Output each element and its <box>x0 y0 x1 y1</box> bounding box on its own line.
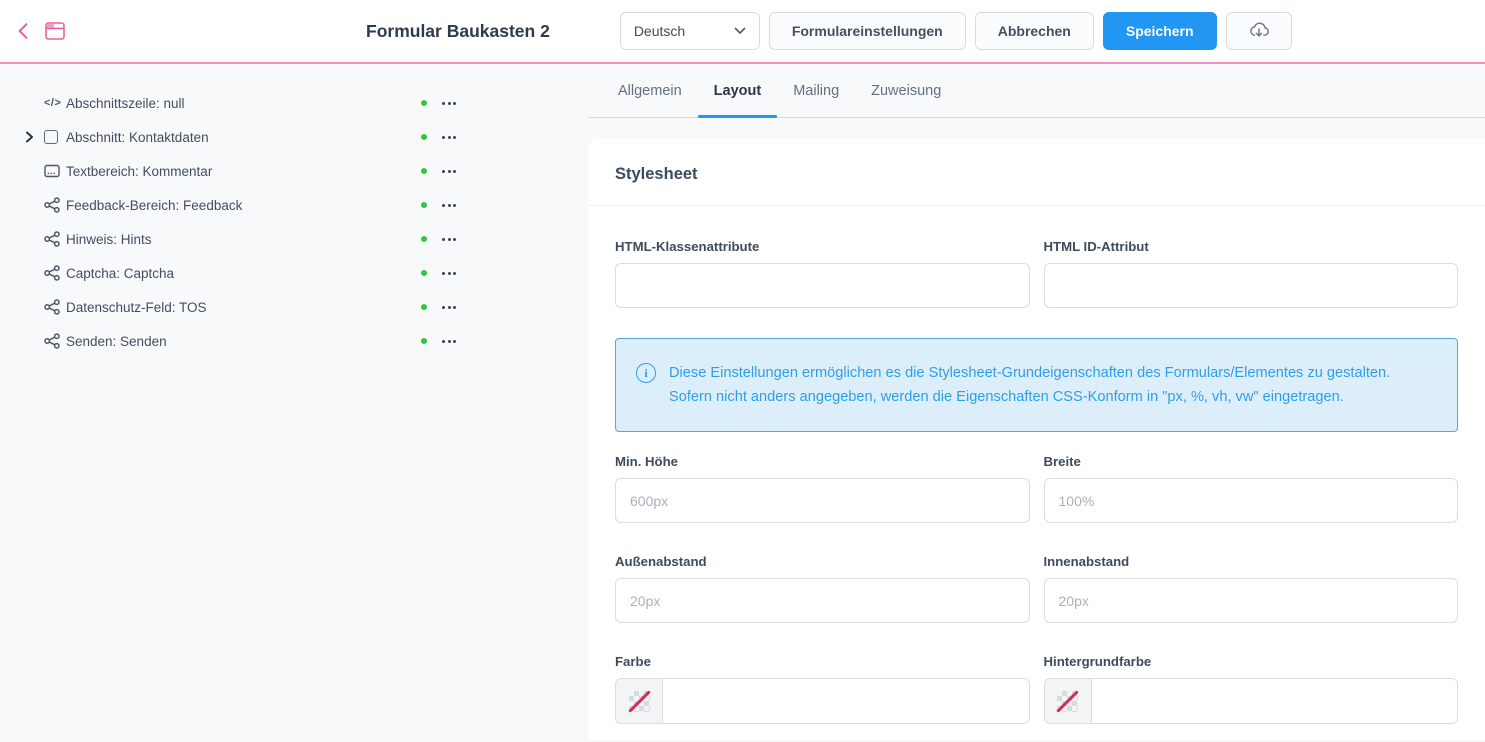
width-input[interactable] <box>1043 478 1458 523</box>
cancel-button[interactable]: Abbrechen <box>974 12 1094 50</box>
share-icon <box>44 265 66 281</box>
margin-input[interactable] <box>615 578 1030 623</box>
min-height-input[interactable] <box>615 478 1030 523</box>
form-settings-button[interactable]: Formulareinstellungen <box>768 12 966 50</box>
section-title: Stylesheet <box>615 165 698 183</box>
tree-item-abschnitt[interactable]: Abschnitt: Kontaktdaten <box>0 120 588 154</box>
item-menu-button[interactable] <box>440 336 458 347</box>
textarea-icon <box>44 164 66 178</box>
code-icon: </> <box>44 97 62 109</box>
tree-item-label: Senden: Senden <box>66 333 167 349</box>
tab-allgemein[interactable]: Allgemein <box>618 82 682 99</box>
status-dot <box>421 304 427 310</box>
status-dot <box>421 202 427 208</box>
share-icon <box>44 231 66 247</box>
tree-item-label: Abschnittszeile: null <box>66 95 185 111</box>
html-id-input[interactable] <box>1043 263 1458 308</box>
header-controls: Deutsch Formulareinstellungen Abbrechen … <box>619 12 1292 50</box>
field-margin: Außenabstand <box>615 554 1030 623</box>
info-icon: i <box>636 363 656 383</box>
status-dot <box>421 168 427 174</box>
share-icon <box>44 299 66 315</box>
item-menu-button[interactable] <box>440 268 458 279</box>
back-icon[interactable] <box>14 21 32 41</box>
background-color-input[interactable] <box>1091 679 1457 723</box>
tab-layout[interactable]: Layout <box>697 64 778 118</box>
color-input[interactable] <box>663 679 1029 723</box>
page-title: Formular Baukasten 2 <box>366 20 550 41</box>
tab-mailing[interactable]: Mailing <box>793 82 840 99</box>
field-label: Min. Höhe <box>615 454 679 469</box>
stylesheet-card: Stylesheet HTML-Klassenattribute HTML ID… <box>588 139 1485 740</box>
field-label: HTML-Klassenattribute <box>615 239 760 254</box>
tree-item-label: Captcha: Captcha <box>66 265 175 281</box>
field-label: Außenabstand <box>615 554 707 569</box>
field-color: Farbe <box>615 654 1030 724</box>
item-menu-button[interactable] <box>440 200 458 211</box>
tree-item-feedback[interactable]: Feedback-Bereich: Feedback <box>0 188 588 222</box>
color-swatch-button[interactable] <box>1044 679 1092 723</box>
tree-item-hinweis[interactable]: Hinweis: Hints <box>0 222 588 256</box>
field-padding: Innenabstand <box>1043 554 1458 623</box>
tree-item-label: Feedback-Bereich: Feedback <box>66 197 243 213</box>
item-menu-button[interactable] <box>440 132 458 143</box>
language-select-value: Deutsch <box>633 23 686 39</box>
info-alert: i Diese Einstellungen ermöglichen es die… <box>615 338 1458 432</box>
status-dot <box>421 100 427 106</box>
expand-chevron-icon[interactable] <box>25 131 34 143</box>
tree-item-label: Textbereich: Kommentar <box>66 163 213 179</box>
item-menu-button[interactable] <box>440 302 458 313</box>
item-menu-button[interactable] <box>440 234 458 245</box>
tree-item-senden[interactable]: Senden: Senden <box>0 324 588 358</box>
item-menu-button[interactable] <box>440 166 458 177</box>
field-width: Breite <box>1043 454 1458 523</box>
status-dot <box>421 338 427 344</box>
field-html-class: HTML-Klassenattribute <box>615 239 1030 308</box>
cloud-download-icon <box>1248 20 1270 42</box>
field-background-color: Hintergrundfarbe <box>1043 654 1458 724</box>
chevron-down-icon <box>734 27 746 34</box>
tree-item-datenschutz[interactable]: Datenschutz-Feld: TOS <box>0 290 588 324</box>
element-tree-sidebar: </> Abschnittszeile: null Abschnitt: Kon… <box>0 64 588 740</box>
language-select[interactable]: Deutsch <box>619 12 760 50</box>
tree-item-label: Hinweis: Hints <box>66 231 152 247</box>
field-min-height: Min. Höhe <box>615 454 1030 523</box>
field-label: Farbe <box>615 654 651 669</box>
item-menu-button[interactable] <box>440 98 458 109</box>
tree-item-textbereich[interactable]: Textbereich: Kommentar <box>0 154 588 188</box>
tree-item-abschnittszeile[interactable]: </> Abschnittszeile: null <box>0 86 588 120</box>
tree-item-label: Datenschutz-Feld: TOS <box>66 299 207 315</box>
tab-zuweisung[interactable]: Zuweisung <box>871 82 942 99</box>
settings-panel: Allgemein Layout Mailing Zuweisung Style… <box>588 64 1485 740</box>
card-body: HTML-Klassenattribute HTML ID-Attribut i… <box>588 206 1485 724</box>
status-dot <box>421 270 427 276</box>
tree-item-label: Abschnitt: Kontaktdaten <box>66 129 209 145</box>
header: Formular Baukasten 2 Deutsch Formularein… <box>0 0 1485 64</box>
form-layout-icon[interactable] <box>44 21 66 41</box>
no-color-icon <box>628 690 650 712</box>
card-header: Stylesheet <box>588 139 1485 206</box>
status-dot <box>421 236 427 242</box>
html-class-input[interactable] <box>615 263 1030 308</box>
info-text: Diese Einstellungen ermöglichen es die S… <box>669 365 1391 405</box>
padding-input[interactable] <box>1043 578 1458 623</box>
checkbox-icon <box>44 130 66 144</box>
tree-item-captcha[interactable]: Captcha: Captcha <box>0 256 588 290</box>
field-html-id: HTML ID-Attribut <box>1043 239 1458 308</box>
share-icon <box>44 333 66 349</box>
save-button[interactable]: Speichern <box>1102 12 1217 50</box>
field-label: Innenabstand <box>1043 554 1130 569</box>
color-swatch-button[interactable] <box>616 679 663 723</box>
status-dot <box>421 134 427 140</box>
field-label: Hintergrundfarbe <box>1043 654 1152 669</box>
export-button[interactable] <box>1225 12 1292 50</box>
field-label: Breite <box>1043 454 1081 469</box>
no-color-icon <box>1057 690 1078 712</box>
settings-tabs: Allgemein Layout Mailing Zuweisung <box>588 64 1485 118</box>
field-label: HTML ID-Attribut <box>1043 239 1149 254</box>
share-icon <box>44 197 66 213</box>
